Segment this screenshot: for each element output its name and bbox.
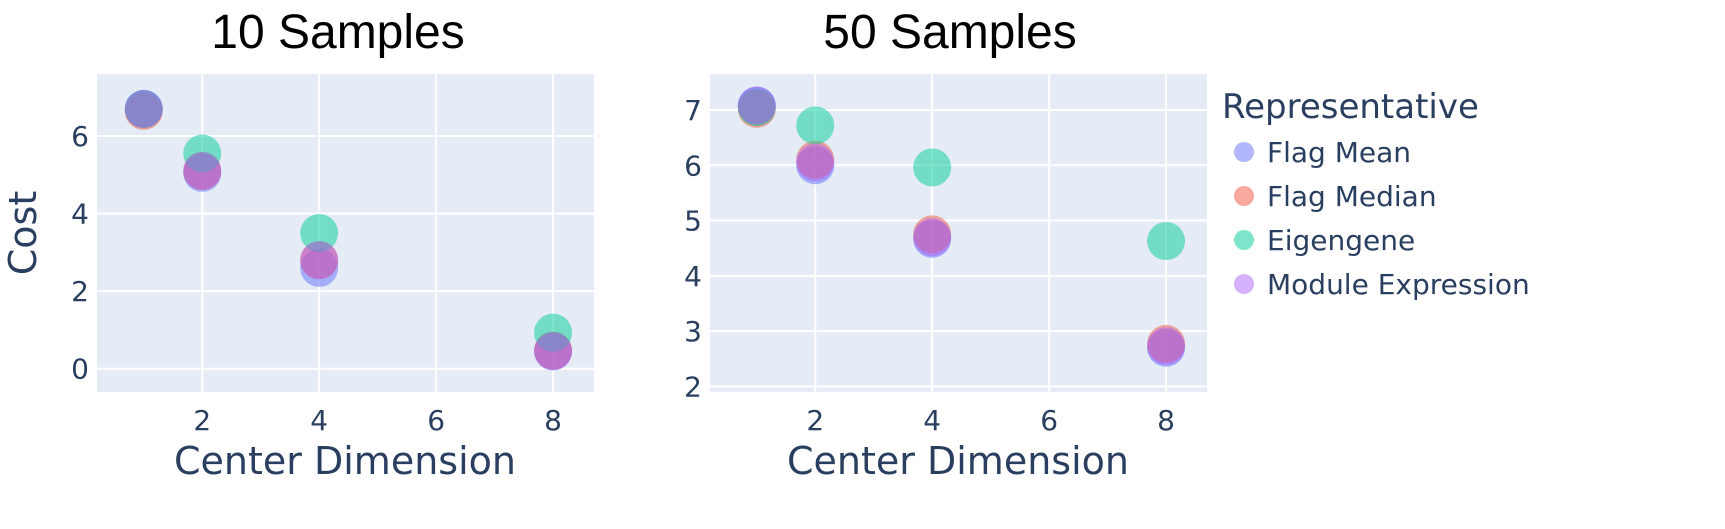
legend-label: Eigengene [1267,224,1415,257]
data-points [124,89,573,371]
legend-item: Flag Median [1234,180,1437,213]
point-eigengene [1147,222,1186,261]
point-module-expression [796,143,835,182]
legend-items: Flag Mean Flag Median Eigengene Module Expr… [1234,136,1530,301]
legend-label: Flag Mean [1267,136,1411,169]
y-tick-label: 2 [71,275,89,308]
y-tick-label: 5 [684,205,702,238]
point-eigengene [913,148,952,187]
point-eigengene [300,214,339,252]
legend-item: Eigengene [1234,224,1415,257]
x-tick-label: 4 [923,404,941,437]
data-points [737,86,1186,367]
legend-item: Module Expression [1234,268,1530,301]
legend-title: Representative [1222,87,1479,127]
y-tick-label: 4 [71,198,89,231]
legend: Representative Flag Mean Flag Median Eigen… [1222,87,1530,301]
x-tick-label: 2 [193,404,211,437]
y-tick-label: 0 [71,353,89,386]
x-tick-label: 6 [427,404,445,437]
x-tick-label: 8 [544,404,562,437]
y-tick-label: 2 [684,370,702,403]
plot-area [97,74,594,392]
x-axis-label: Center Dimension [787,439,1129,483]
x-tick-label: 6 [1040,404,1058,437]
legend-swatch [1234,230,1254,250]
y-tick-label: 4 [684,260,702,293]
y-axis-label: Cost [1,191,45,275]
legend-swatch [1234,186,1254,206]
point-module-expression [300,241,339,280]
legend-swatch [1234,142,1254,162]
x-tick-labels: 2 4 6 8 [806,404,1175,437]
chart-title: 50 Samples [823,6,1076,59]
point-module-expression [124,89,163,128]
x-tick-label: 2 [806,404,824,437]
y-tick-labels: 0 2 4 6 [71,120,89,386]
chart-title: 10 Samples [211,6,464,59]
y-tick-label: 6 [684,149,702,182]
plot-area [710,74,1207,392]
point-module-expression [1147,327,1186,366]
x-tick-label: 4 [310,404,328,437]
y-tick-label: 3 [684,315,702,348]
legend-swatch [1234,274,1254,294]
gridlines [710,74,1207,392]
panel-10-samples: 10 Samples 2 4 6 8 0 2 4 6 Center Dimension Co… [1,6,594,483]
x-axis-label: Center Dimension [174,439,516,483]
point-module-expression [737,86,776,125]
y-tick-label: 7 [684,94,702,127]
point-module-expression [913,218,952,257]
legend-label: Flag Median [1267,180,1437,213]
y-tick-label: 6 [71,120,89,153]
gridlines [97,74,594,392]
point-module-expression [534,332,573,371]
x-tick-label: 8 [1157,404,1175,437]
panel-50-samples: 50 Samples 2 4 6 8 2 3 4 5 6 7 Center Dimension [684,6,1207,483]
point-module-expression [183,151,222,190]
legend-item: Flag Mean [1234,136,1411,169]
point-eigengene [796,106,835,145]
y-tick-labels: 2 3 4 5 6 7 [684,94,702,404]
legend-label: Module Expression [1267,268,1530,301]
x-tick-labels: 2 4 6 8 [193,404,562,437]
